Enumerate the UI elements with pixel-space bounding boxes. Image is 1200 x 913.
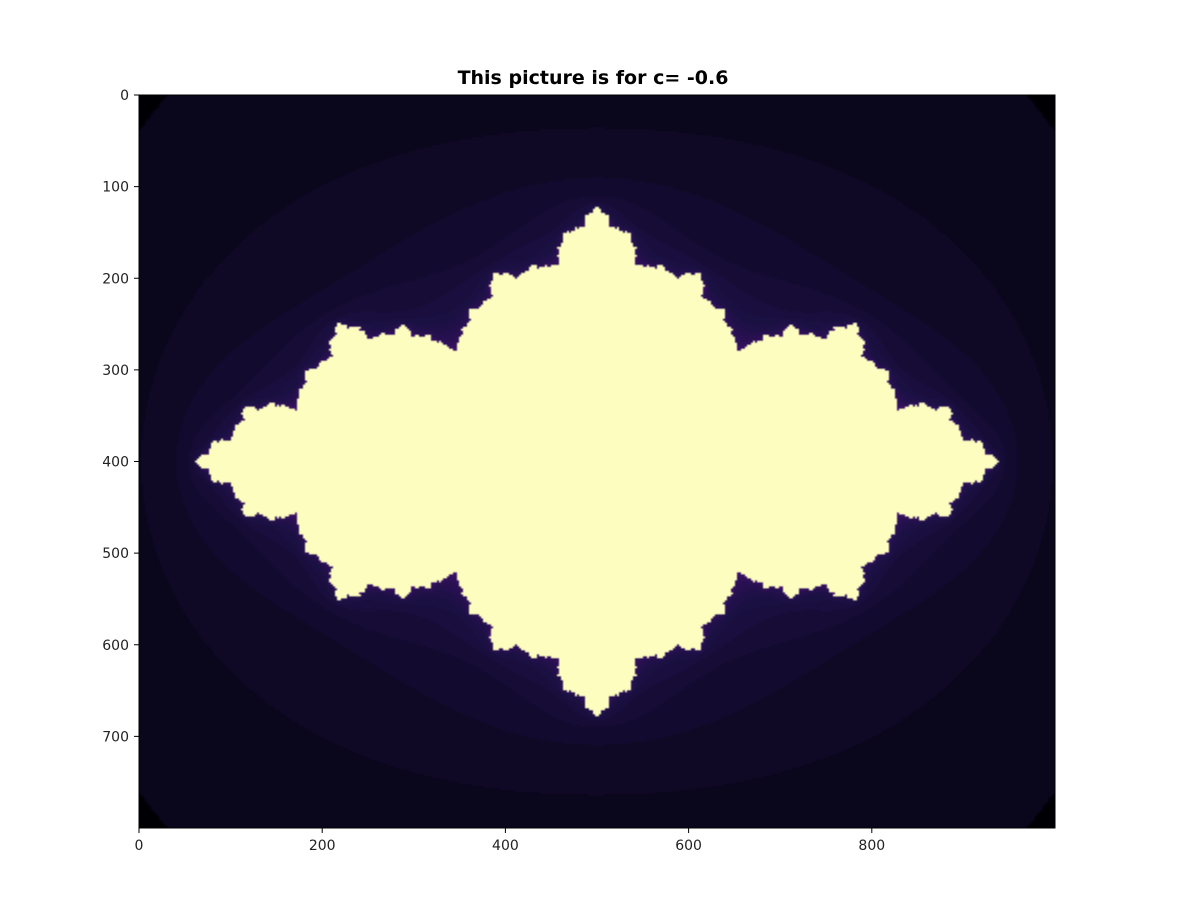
x-tick-label: 400 [492, 838, 519, 854]
y-tick-label: 500 [102, 546, 129, 562]
x-tick-label: 800 [858, 838, 885, 854]
y-tick-label: 600 [102, 638, 129, 654]
x-tick-label: 200 [309, 838, 336, 854]
x-axis: 0 200 400 600 800 [135, 828, 885, 854]
y-tick-label: 400 [102, 455, 129, 471]
y-axis: 0 100 200 300 400 500 600 700 [102, 88, 139, 745]
julia-set-image [139, 95, 1055, 828]
x-tick-label: 600 [675, 838, 702, 854]
y-tick-label: 300 [102, 363, 129, 379]
y-tick-label: 100 [102, 180, 129, 196]
plot-area [138, 94, 1056, 829]
chart-title: This picture is for c= -0.6 [458, 67, 729, 89]
y-tick-label: 0 [120, 88, 129, 104]
y-tick-label: 700 [102, 729, 129, 745]
x-tick-label: 0 [135, 838, 144, 854]
y-tick-label: 200 [102, 271, 129, 287]
